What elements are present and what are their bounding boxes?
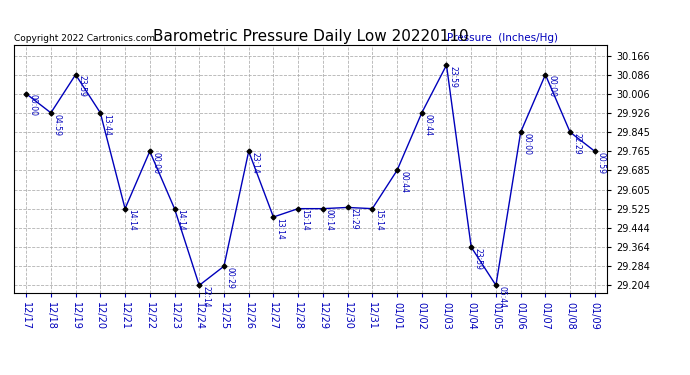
Text: 23:59: 23:59 xyxy=(448,66,457,88)
Text: 23:14: 23:14 xyxy=(250,152,259,174)
Text: 00:29: 00:29 xyxy=(226,267,235,289)
Text: 05:44: 05:44 xyxy=(498,286,507,308)
Text: 00:44: 00:44 xyxy=(424,114,433,136)
Text: 00:00: 00:00 xyxy=(152,152,161,174)
Text: 23:59: 23:59 xyxy=(473,248,482,270)
Text: 00:00: 00:00 xyxy=(522,133,531,155)
Text: 15:14: 15:14 xyxy=(300,209,309,231)
Text: 22:14: 22:14 xyxy=(201,286,210,308)
Text: Pressure  (Inches/Hg): Pressure (Inches/Hg) xyxy=(447,33,558,42)
Text: 04:59: 04:59 xyxy=(53,114,62,136)
Text: 14:14: 14:14 xyxy=(177,209,186,231)
Text: 00:59: 00:59 xyxy=(597,152,606,174)
Text: 13:44: 13:44 xyxy=(102,114,111,135)
Text: 14:14: 14:14 xyxy=(127,209,136,231)
Text: 21:29: 21:29 xyxy=(350,208,359,230)
Title: Barometric Pressure Daily Low 20220110: Barometric Pressure Daily Low 20220110 xyxy=(152,29,469,44)
Text: 00:14: 00:14 xyxy=(325,209,334,231)
Text: 23:59: 23:59 xyxy=(77,75,86,97)
Text: Copyright 2022 Cartronics.com: Copyright 2022 Cartronics.com xyxy=(14,33,155,42)
Text: 15:14: 15:14 xyxy=(374,209,383,231)
Text: 22:29: 22:29 xyxy=(572,133,581,154)
Text: 13:14: 13:14 xyxy=(275,218,284,240)
Text: 00:00: 00:00 xyxy=(547,75,556,98)
Text: 00:00: 00:00 xyxy=(28,94,37,117)
Text: 00:44: 00:44 xyxy=(399,171,408,193)
